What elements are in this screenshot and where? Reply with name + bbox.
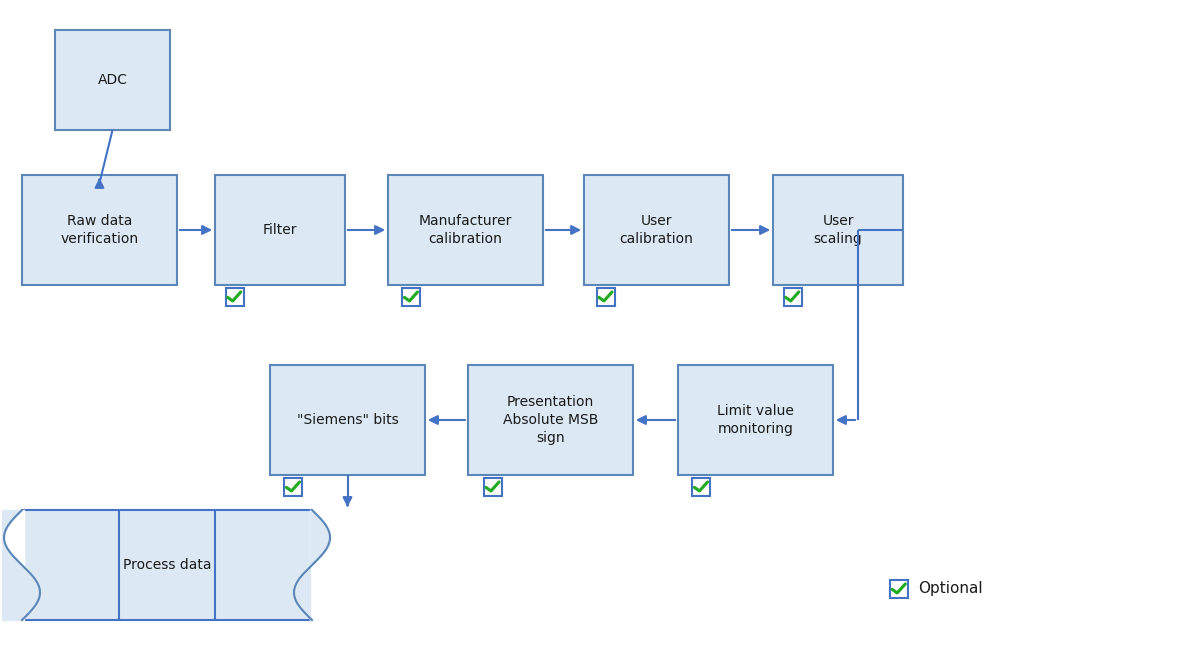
FancyBboxPatch shape [55,30,170,130]
FancyBboxPatch shape [23,175,177,285]
FancyBboxPatch shape [468,365,633,475]
FancyBboxPatch shape [402,288,420,306]
Text: ADC: ADC [97,73,127,87]
FancyBboxPatch shape [23,510,312,620]
FancyBboxPatch shape [890,580,908,598]
Text: User
scaling: User scaling [813,214,863,246]
FancyBboxPatch shape [215,175,345,285]
FancyBboxPatch shape [388,175,542,285]
Text: Limit value
monitoring: Limit value monitoring [717,404,794,436]
FancyBboxPatch shape [584,175,729,285]
FancyBboxPatch shape [484,478,502,496]
FancyBboxPatch shape [269,365,425,475]
Text: Optional: Optional [918,581,983,597]
Text: Manufacturer
calibration: Manufacturer calibration [419,214,512,246]
Text: User
calibration: User calibration [620,214,693,246]
Text: Presentation
Absolute MSB
sign: Presentation Absolute MSB sign [503,395,598,446]
Text: Raw data
verification: Raw data verification [61,214,139,246]
Text: Process data: Process data [122,558,211,572]
Text: "Siemens" bits: "Siemens" bits [297,413,399,427]
FancyBboxPatch shape [773,175,903,285]
FancyBboxPatch shape [678,365,833,475]
FancyBboxPatch shape [783,288,801,306]
FancyBboxPatch shape [284,478,303,496]
FancyBboxPatch shape [692,478,710,496]
FancyBboxPatch shape [226,288,243,306]
Text: Filter: Filter [262,223,297,237]
FancyBboxPatch shape [597,288,615,306]
